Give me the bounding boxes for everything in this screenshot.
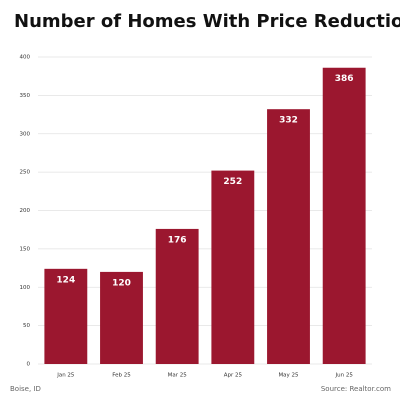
bar (322, 67, 366, 365)
data-label: 332 (279, 116, 298, 126)
y-tick-label: 200 (20, 208, 31, 214)
bar (155, 228, 199, 364)
y-tick-label: 350 (20, 93, 31, 99)
bar (267, 109, 310, 364)
data-label: 252 (223, 177, 242, 187)
footer-left: Boise, ID (10, 385, 41, 393)
x-tick-label: Jun 25 (334, 373, 353, 379)
data-label: 176 (168, 235, 187, 245)
y-tick-label: 100 (20, 285, 31, 291)
bar (100, 271, 143, 364)
x-tick-label: Mar 25 (168, 373, 188, 379)
y-tick-label: 300 (20, 131, 31, 137)
y-tick-label: 50 (23, 323, 30, 329)
y-tick-label: 150 (20, 246, 31, 252)
bar (44, 268, 88, 364)
x-tick-label: Jan 25 (56, 373, 75, 379)
x-tick-label: May 25 (278, 373, 299, 379)
chart-title: Number of Homes With Price Reductions (14, 11, 400, 32)
footer-right: Source: Realtor.com (321, 385, 391, 393)
data-label: 386 (335, 74, 354, 84)
x-tick-label: Apr 25 (224, 373, 243, 379)
data-label: 120 (112, 278, 131, 288)
bar (211, 170, 255, 364)
y-tick-label: 400 (20, 55, 31, 61)
x-tick-label: Feb 25 (112, 373, 131, 379)
y-tick-label: 250 (20, 170, 31, 176)
y-tick-label: 0 (27, 362, 31, 368)
data-label: 124 (56, 275, 75, 285)
